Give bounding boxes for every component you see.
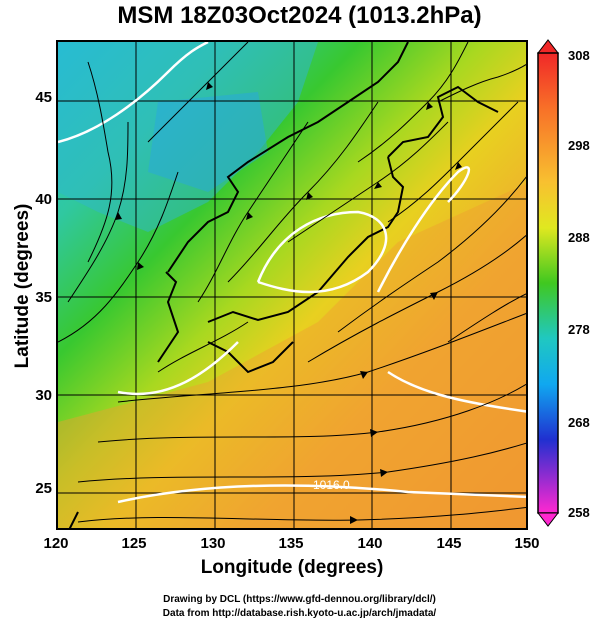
colorbar-tick-label: 308 bbox=[568, 48, 590, 63]
warm-airmass bbox=[58, 183, 526, 528]
x-tick-label: 135 bbox=[278, 535, 304, 552]
x-tick-label: 140 bbox=[357, 535, 383, 552]
colorbar-tick-label: 268 bbox=[568, 415, 590, 430]
credit-drawing: Drawing by DCL (https://www.gfd-dennou.o… bbox=[163, 594, 436, 605]
colorbar-tick-label: 258 bbox=[568, 505, 590, 520]
isobars bbox=[58, 42, 526, 504]
y-tick-label: 25 bbox=[35, 480, 52, 497]
map-plot-area: 1016.0 bbox=[56, 40, 528, 530]
isobar-label: 1016.0 bbox=[313, 478, 350, 492]
y-tick-label: 45 bbox=[35, 89, 52, 106]
credit-data-source: Data from http://database.rish.kyoto-u.a… bbox=[162, 608, 437, 619]
x-tick-label: 145 bbox=[436, 535, 462, 552]
y-tick-label: 35 bbox=[35, 289, 52, 306]
y-tick-label: 30 bbox=[35, 387, 52, 404]
colorbar-max-arrow bbox=[536, 39, 560, 54]
x-tick-label: 125 bbox=[121, 535, 147, 552]
colorbar-tick-label: 278 bbox=[568, 322, 590, 337]
x-tick-label: 120 bbox=[43, 535, 69, 552]
x-tick-label: 150 bbox=[514, 535, 540, 552]
y-axis-label: Latitude (degrees) bbox=[12, 203, 33, 369]
map-title: MSM 18Z03Oct2024 (1013.2hPa) bbox=[117, 2, 482, 29]
streamline-arrows bbox=[115, 82, 462, 524]
y-tick-label: 40 bbox=[35, 191, 52, 208]
colorbar-tick-label: 298 bbox=[568, 138, 590, 153]
colorbar-tick-label: 288 bbox=[568, 230, 590, 245]
colorbar bbox=[536, 39, 560, 527]
colorbar-min-arrow bbox=[536, 512, 560, 527]
x-axis-label: Longitude (degrees) bbox=[200, 557, 384, 578]
coastlines bbox=[68, 42, 499, 528]
map-canvas: 1016.0 bbox=[58, 42, 526, 528]
cold-core bbox=[148, 92, 268, 192]
colorbar-gradient bbox=[537, 52, 559, 514]
x-tick-label: 130 bbox=[200, 535, 226, 552]
